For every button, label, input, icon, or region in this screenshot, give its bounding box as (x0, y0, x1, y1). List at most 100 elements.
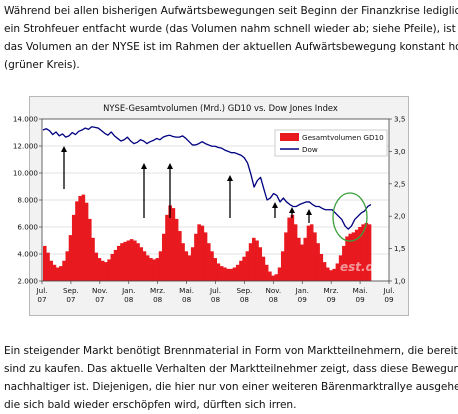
y-left-tick-label: 8.000 (17, 196, 38, 205)
volume-bar (325, 267, 330, 281)
volume-bar (306, 225, 311, 281)
legend-label-dow: Dow (302, 145, 318, 154)
chart-title: NYSE-Gesamtvolumen (Mrd.) GD10 vs. Dow J… (103, 103, 338, 113)
volume-bar (345, 236, 349, 281)
annotation-arrowhead (167, 163, 173, 169)
y-left-tick-label: 6.000 (17, 223, 38, 232)
y-left-tick-label: 10.000 (13, 169, 39, 178)
x-tick-label-month: Mrz. (324, 286, 339, 295)
annotation-arrowhead (141, 163, 147, 169)
volume-bar (49, 260, 53, 281)
annotation-arrowhead (227, 175, 233, 181)
volume-bar (277, 267, 282, 281)
volume-bar (319, 254, 324, 281)
volume-bar (232, 267, 237, 281)
intro-paragraph-line: ein Strohfeuer entfacht wurde (das Volum… (4, 23, 456, 35)
volume-bar (168, 205, 172, 281)
x-tick-label-year: 07 (66, 295, 75, 304)
volume-bar (274, 274, 279, 281)
volume-bar (361, 224, 365, 281)
volume-bar (210, 251, 214, 281)
volume-bar (129, 239, 134, 281)
volume-bar (252, 237, 256, 281)
volume-bar (126, 240, 131, 281)
volume-bar (84, 202, 89, 281)
volume-bar (187, 255, 192, 281)
volume-bar (133, 240, 137, 281)
volume-bar (46, 252, 50, 281)
conclusion-paragraph-line: die sich bald wieder erschöpfen wird, dü… (4, 399, 297, 411)
volume-bar (309, 224, 314, 281)
x-tick-label-year: 09 (298, 295, 308, 304)
volume-bar (123, 241, 127, 281)
intro-paragraph-line: das Volumen an der NYSE ist im Rahmen de… (4, 41, 458, 53)
y-right-tick-label: 3,0 (394, 147, 406, 156)
x-tick-label-month: Jul. (383, 286, 395, 295)
volume-bar (81, 194, 86, 281)
volume-bar (171, 208, 176, 281)
annotation-circle (332, 192, 368, 242)
volume-bar (255, 240, 259, 281)
volume-bar (358, 227, 362, 281)
y-right-tick-label: 3,5 (394, 115, 405, 124)
volume-bar (297, 237, 301, 281)
x-tick-label-month: Mai. (353, 286, 368, 295)
volume-bar (300, 244, 304, 281)
volume-bar (261, 256, 266, 281)
conclusion-paragraph-line: Ein steigender Markt benötigt Brennmater… (4, 345, 458, 357)
volume-bar (354, 229, 359, 281)
y-left-tick-label: 12.000 (13, 142, 39, 151)
volume-bar (229, 268, 234, 281)
volume-bar (142, 251, 147, 281)
x-tick-label-year: 08 (153, 295, 163, 304)
x-tick-label-year: 09 (384, 295, 394, 304)
volume-bar (158, 251, 163, 281)
volume-bar (242, 256, 246, 281)
legend-label-volume: Gesamtvolumen GD10 (302, 133, 384, 142)
volume-bar (303, 237, 308, 281)
x-tick-label-year: 09 (327, 295, 337, 304)
x-tick-label-year: 08 (269, 295, 279, 304)
volume-vs-dow-chart: est.de 2.000 4.000 6.000 8.000 10.000 12.000 14… (13, 96, 409, 316)
volume-bar (216, 263, 221, 281)
volume-bar (235, 264, 240, 281)
volume-bar (351, 232, 356, 281)
volume-bar (91, 237, 95, 281)
x-tick-label-year: 07 (95, 295, 104, 304)
intro-paragraph-line: (grüner Kreis). (4, 59, 80, 71)
volume-bar (367, 224, 372, 281)
intro-paragraph-line: Während bei allen bisherigen Aufwärtsbew… (4, 5, 458, 17)
annotation-arrowhead (61, 146, 67, 152)
dow-line (42, 126, 372, 230)
volume-bar (284, 232, 288, 281)
x-tick-label-month: Mrz. (150, 286, 165, 295)
y-left-tick-label: 2.000 (17, 277, 38, 286)
y-right-tick-label: 2,5 (394, 179, 405, 188)
y-left-tick-label: 14.000 (13, 115, 39, 124)
annotation-arrowhead (272, 202, 278, 208)
volume-bar (258, 247, 263, 281)
x-tick-label-month: Sep. (63, 286, 79, 295)
volume-bar (332, 268, 336, 281)
x-tick-label-month: Jan. (295, 286, 309, 295)
volume-bar (152, 259, 156, 281)
volume-bar (268, 271, 272, 281)
volume-bar (293, 224, 298, 281)
volume-bar (271, 275, 275, 281)
volume-bar (139, 247, 144, 281)
annotation-arrowhead (289, 207, 295, 213)
volume-bar (174, 218, 179, 281)
volume-bar (248, 243, 253, 281)
x-tick-label-year: 07 (37, 295, 46, 304)
volume-bar (316, 243, 320, 281)
volume-bar (161, 233, 166, 281)
volume-bar (59, 266, 63, 281)
volume-bar (94, 252, 99, 281)
x-tick-label-month: Sep. (236, 286, 252, 295)
volume-bar (75, 201, 79, 281)
volume-bar (264, 264, 269, 281)
volume-bar (165, 214, 169, 281)
watermark-text: est.de (340, 260, 382, 274)
volume-bar (342, 245, 346, 281)
volume-bar (68, 235, 73, 281)
